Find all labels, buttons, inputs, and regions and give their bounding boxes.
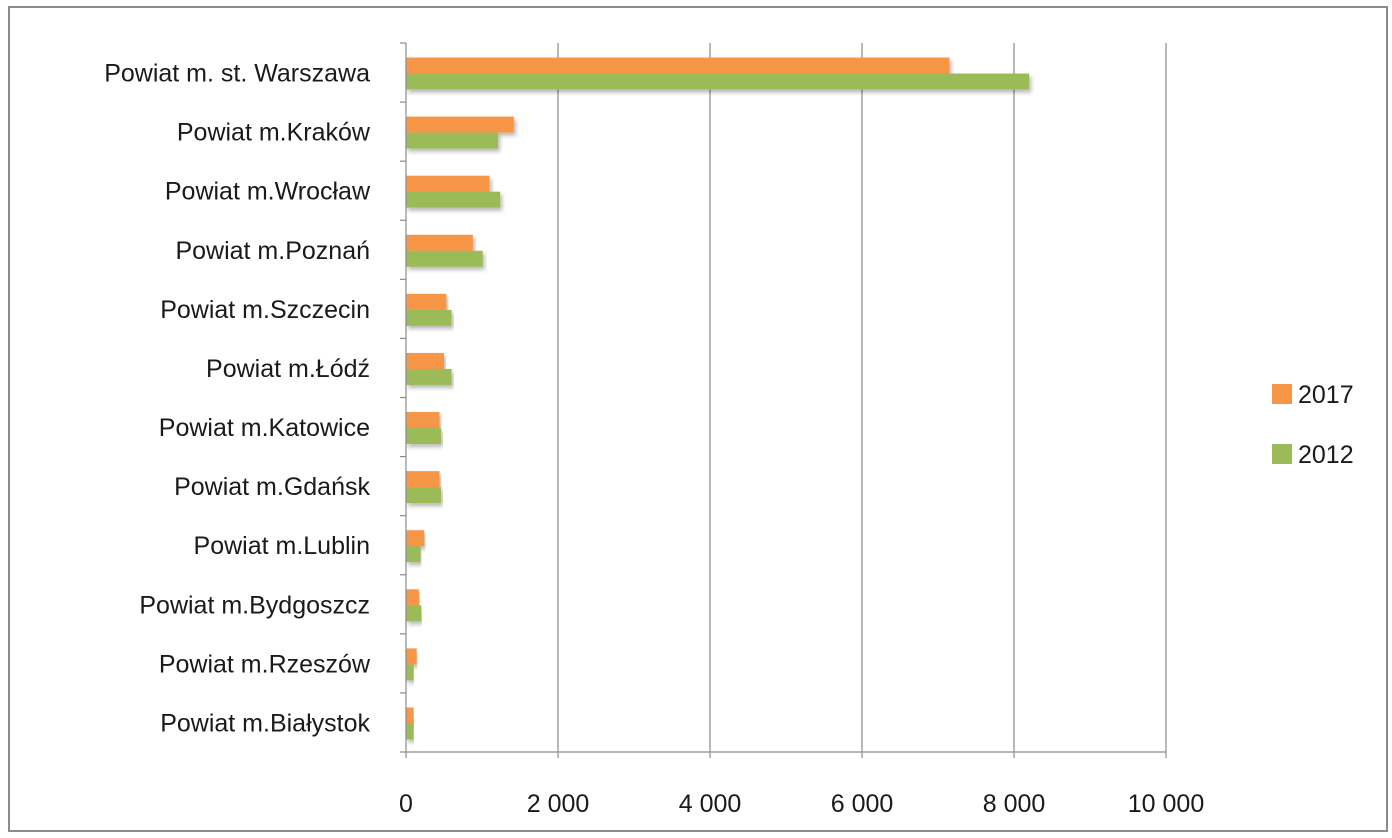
- category-label-10: Powiat m.Rzeszów: [159, 650, 371, 678]
- gridlines: [557, 43, 1167, 752]
- x-tick-label-0: 0: [399, 790, 413, 818]
- legend-label-2012: 2012: [1298, 441, 1354, 469]
- bar-2012-6: [406, 428, 441, 445]
- chart-frame: [8, 6, 1388, 832]
- bar-2017-3: [406, 234, 473, 251]
- bar-2017-1: [406, 116, 514, 133]
- x-tick-label-4: 8 000: [983, 790, 1046, 818]
- bar-2017-9: [406, 589, 419, 606]
- category-label-6: Powiat m.Katowice: [159, 414, 370, 442]
- bar-2017-2: [406, 175, 490, 192]
- x-tick-label-5: 10 000: [1128, 790, 1204, 818]
- legend: 2017 2012: [1272, 381, 1354, 469]
- category-labels: Powiat m. st. Warszawa Powiat m.Kraków Pow…: [104, 60, 371, 738]
- bar-2012-3: [406, 250, 483, 267]
- x-tick-labels: 0 2 000 4 000 6 000 8 000 10 000: [399, 790, 1204, 818]
- legend-swatch-2012: [1272, 444, 1292, 464]
- bar-2017-0: [406, 57, 950, 74]
- bar-2012-7: [406, 487, 441, 504]
- legend-swatch-2017: [1272, 384, 1292, 404]
- category-label-3: Powiat m.Poznań: [175, 237, 370, 265]
- category-label-2: Powiat m.Wrocław: [165, 178, 371, 206]
- bar-2012-10: [406, 664, 414, 681]
- x-tick-label-3: 6 000: [831, 790, 894, 818]
- bar-2017-11: [406, 707, 414, 724]
- bar-2017-7: [406, 471, 440, 488]
- bar-2012-2: [406, 191, 501, 208]
- category-label-4: Powiat m.Szczecin: [160, 296, 370, 324]
- x-tick-label-1: 2 000: [527, 790, 590, 818]
- bar-2017-10: [406, 648, 417, 665]
- axes: [400, 42, 1167, 758]
- bar-2012-5: [406, 368, 452, 385]
- bars: [406, 57, 1030, 740]
- bar-2012-4: [406, 309, 452, 326]
- bar-2017-5: [406, 352, 444, 369]
- bar-2012-11: [406, 723, 414, 740]
- bar-2012-0: [406, 73, 1030, 90]
- category-label-11: Powiat m.Białystok: [160, 709, 370, 737]
- category-label-8: Powiat m.Lublin: [194, 532, 370, 560]
- bar-2017-4: [406, 293, 447, 310]
- category-label-0: Powiat m. st. Warszawa: [104, 60, 370, 88]
- category-label-5: Powiat m.Łódź: [206, 355, 370, 383]
- legend-label-2017: 2017: [1298, 381, 1354, 409]
- category-label-1: Powiat m.Kraków: [177, 119, 371, 147]
- x-tick-label-2: 4 000: [679, 790, 742, 818]
- bar-2012-9: [406, 605, 422, 622]
- category-label-9: Powiat m.Bydgoszcz: [139, 591, 370, 619]
- bar-2017-8: [406, 530, 425, 547]
- bar-2012-1: [406, 132, 498, 149]
- bar-2017-6: [406, 412, 440, 429]
- category-label-7: Powiat m.Gdańsk: [174, 473, 370, 501]
- bar-2012-8: [406, 546, 421, 563]
